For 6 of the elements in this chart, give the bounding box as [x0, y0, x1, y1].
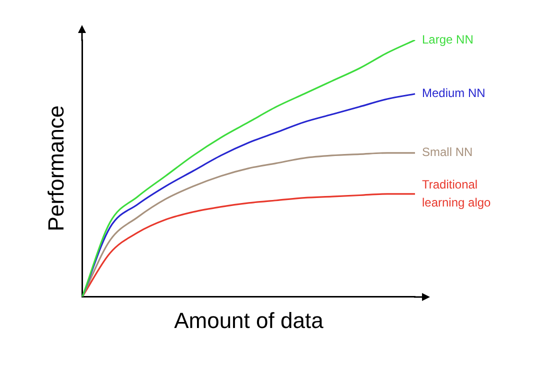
series-label: Large NN [422, 32, 474, 46]
series-label: Medium NN [422, 86, 486, 100]
y-axis-title: Performance [43, 105, 68, 232]
series-label: Traditional learning algo [422, 177, 492, 210]
series-label: Small NN [422, 145, 473, 160]
x-axis-title: Amount of data [174, 308, 324, 333]
